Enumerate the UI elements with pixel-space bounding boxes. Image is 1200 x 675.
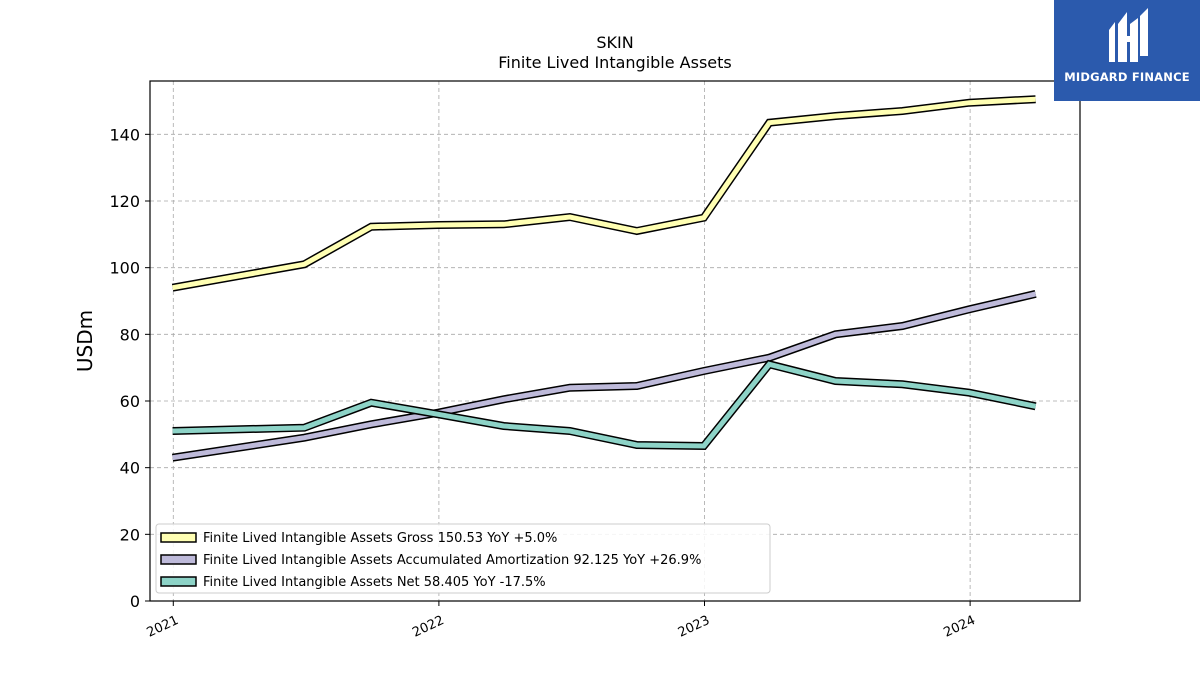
brand-name: MIDGARD FINANCE: [1064, 70, 1190, 84]
legend-entry[interactable]: Finite Lived Intangible Assets Net 58.40…: [203, 575, 546, 590]
brand-logo: MIDGARD FINANCE: [1054, 0, 1200, 101]
x-axis: 2021 2022 2023 2024: [145, 601, 978, 641]
y-tick-label: 40: [120, 459, 140, 478]
x-tick-label: 2023: [676, 613, 712, 641]
y-tick-label: 140: [109, 125, 140, 144]
series-line-outline: [172, 359, 1037, 451]
x-tick-label: 2022: [410, 613, 446, 641]
legend-swatch: [160, 576, 197, 587]
legend-frame: [155, 523, 771, 594]
legend-entry[interactable]: Finite Lived Intangible Assets Gross 150…: [203, 531, 557, 546]
x-tick-label: 2021: [145, 613, 181, 641]
y-tick-label: 120: [109, 192, 140, 211]
legend[interactable]: Finite Lived Intangible Assets Gross 150…: [155, 523, 771, 594]
series-line: [172, 361, 1037, 449]
legend-swatch: [160, 532, 197, 543]
series-group: [171, 95, 1037, 462]
plot-frame: [149, 80, 1081, 602]
grid: [150, 81, 1080, 601]
y-tick-label: 20: [120, 525, 140, 544]
series-line-outline: [171, 95, 1036, 292]
y-axis-label: USDm: [73, 310, 97, 372]
y-tick-label: 100: [109, 259, 140, 278]
y-tick-label: 0: [130, 592, 140, 611]
legend-swatch: [160, 554, 197, 565]
series-line: [172, 96, 1036, 291]
series-line: [172, 291, 1037, 461]
brand-logo-icon: [1109, 8, 1148, 62]
chart-title: SKIN: [596, 33, 633, 52]
legend-entry[interactable]: Finite Lived Intangible Assets Accumulat…: [203, 553, 701, 568]
y-axis: 0 20 40 60 80 100 120 140: [109, 125, 150, 611]
chart-subtitle: Finite Lived Intangible Assets: [498, 53, 731, 72]
x-tick-label: 2024: [941, 613, 977, 641]
series-line-outline: [171, 290, 1037, 462]
y-tick-label: 60: [120, 392, 140, 411]
y-tick-label: 80: [120, 325, 140, 344]
